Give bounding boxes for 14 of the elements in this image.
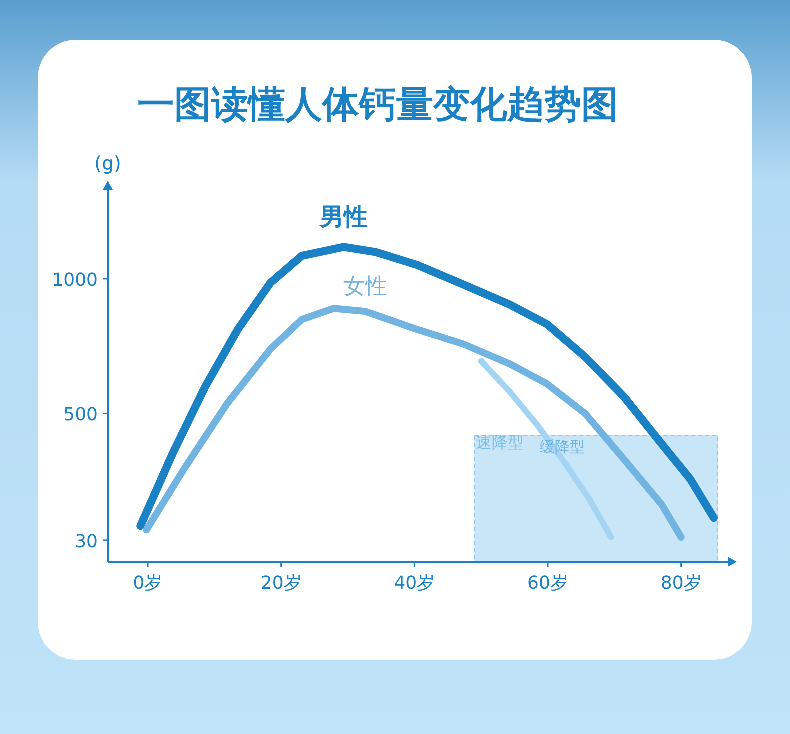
x-tick-label: 20岁 <box>260 573 302 594</box>
y-axis-title: (g) <box>94 153 122 175</box>
y-tick-label: 1000 <box>52 270 98 291</box>
x-tick-label: 40岁 <box>394 573 436 594</box>
series-label: 男性 <box>319 203 368 232</box>
x-tick-label: 60岁 <box>528 573 568 594</box>
series-label: 女性 <box>343 274 388 300</box>
chart-title: 一图读懂人体钙量变化趋势图 <box>138 83 618 126</box>
annotation: 缓降型 <box>540 438 585 456</box>
y-tick-label: 30 <box>75 531 98 552</box>
y-tick-label: 500 <box>64 404 98 426</box>
x-tick-label: 0岁 <box>133 573 163 594</box>
series-label: 速降型 <box>476 432 524 452</box>
x-tick-label: 80岁 <box>660 573 702 594</box>
